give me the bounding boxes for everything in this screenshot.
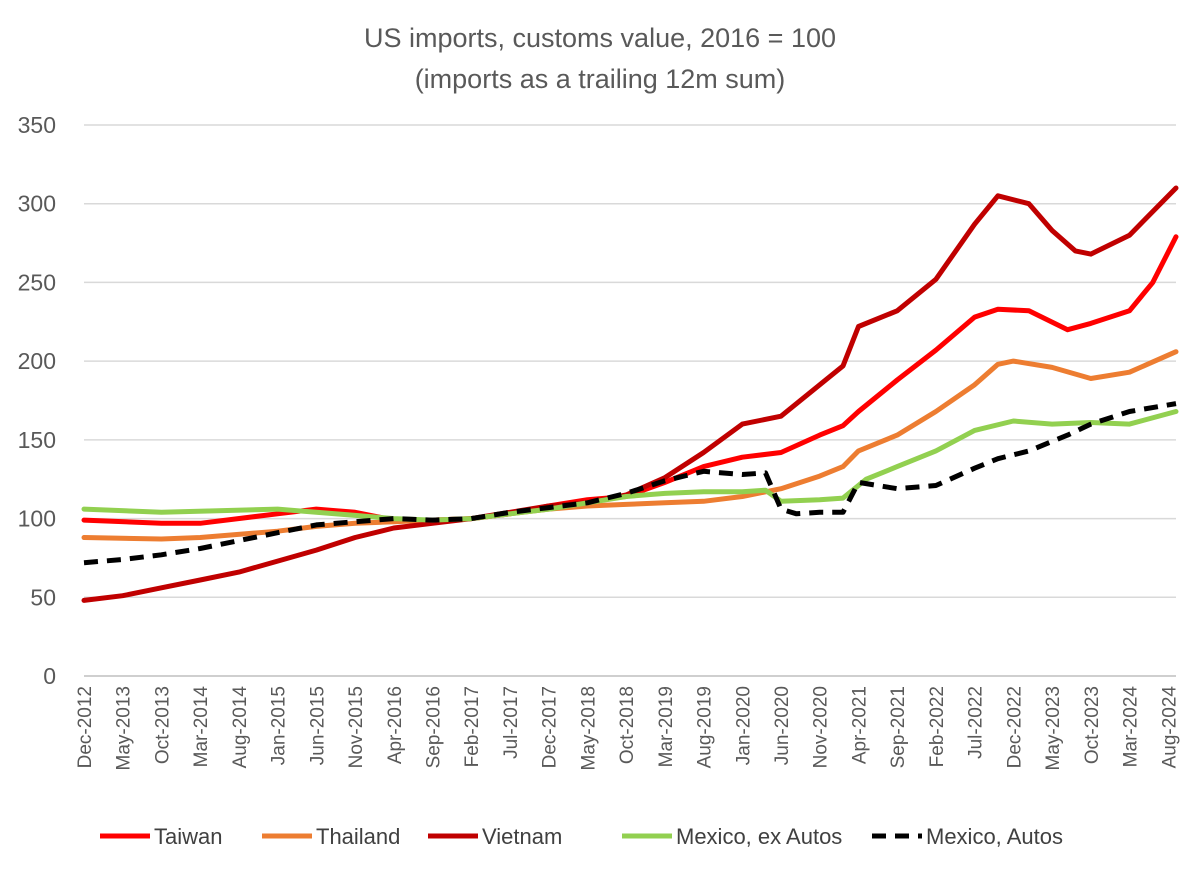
y-tick-label: 300 xyxy=(18,191,56,217)
gridlines xyxy=(84,124,1176,677)
y-tick-label: 250 xyxy=(18,269,56,295)
x-tick-label: Nov-2015 xyxy=(346,686,367,768)
series-lines xyxy=(81,185,1179,603)
x-tick-label: Jan-2020 xyxy=(733,686,754,765)
x-tick-label: Apr-2016 xyxy=(385,686,406,764)
x-tick-label: Mar-2024 xyxy=(1121,686,1142,768)
x-tick-label: Aug-2024 xyxy=(1159,686,1180,769)
x-tick-label: Jul-2022 xyxy=(966,686,987,759)
legend: Taiwan Thailand Vietnam Mexico, ex Autos Mex… xyxy=(100,824,1063,849)
legend-label-2: Thailand xyxy=(316,824,400,849)
x-tick-label: Jun-2015 xyxy=(307,686,328,765)
series-line-1 xyxy=(81,234,1179,526)
x-tick-label: Nov-2020 xyxy=(811,686,832,768)
series-line-3 xyxy=(81,185,1179,603)
x-tick-label: May-2018 xyxy=(578,686,599,771)
x-tick-label: Dec-2012 xyxy=(75,686,96,768)
x-tick-label: Jun-2020 xyxy=(772,686,793,765)
x-tick-label: Mar-2019 xyxy=(656,686,677,767)
series-line-4 xyxy=(81,409,1179,523)
legend-label-4: Mexico, ex Autos xyxy=(676,824,842,849)
x-tick-label: Jan-2015 xyxy=(269,686,290,765)
x-tick-label: Mar-2014 xyxy=(191,686,212,768)
x-tick-label: Aug-2019 xyxy=(695,686,716,768)
x-tick-label: Oct-2023 xyxy=(1082,686,1103,764)
x-tick-label: Aug-2014 xyxy=(230,686,251,769)
x-tick-label: Feb-2017 xyxy=(462,686,483,767)
x-tick-label: Jul-2017 xyxy=(501,686,522,759)
x-tick-label: Apr-2021 xyxy=(849,686,870,764)
legend-label-3: Vietnam xyxy=(482,824,562,849)
y-tick-label: 0 xyxy=(43,663,56,689)
chart-subtitle: (imports as a trailing 12m sum) xyxy=(415,64,786,94)
x-tick-label: Feb-2022 xyxy=(927,686,948,767)
legend-label-5: Mexico, Autos xyxy=(926,824,1063,849)
x-tick-label: Dec-2017 xyxy=(540,686,561,768)
y-tick-label: 100 xyxy=(18,506,56,532)
x-axis-tick-labels: Dec-2012 May-2013 Oct-2013 Mar-2014 Aug-2014… xyxy=(75,686,1180,771)
x-tick-label: Dec-2022 xyxy=(1004,686,1025,768)
x-tick-label: May-2013 xyxy=(114,686,135,771)
y-tick-label: 50 xyxy=(30,584,56,610)
y-axis-tick-labels: 0 50 100 150 200 250 300 350 xyxy=(18,112,56,689)
y-tick-label: 200 xyxy=(18,348,56,374)
x-tick-label: Oct-2013 xyxy=(152,686,173,764)
chart-title: US imports, customs value, 2016 = 100 xyxy=(364,23,836,53)
y-tick-label: 150 xyxy=(18,427,56,453)
x-tick-label: May-2023 xyxy=(1043,686,1064,771)
x-tick-label: Sep-2016 xyxy=(424,686,445,768)
series-line-5 xyxy=(83,401,1177,566)
y-tick-label: 350 xyxy=(18,112,56,138)
x-tick-label: Sep-2021 xyxy=(888,686,909,768)
x-tick-label: Oct-2018 xyxy=(617,686,638,764)
legend-label-1: Taiwan xyxy=(154,824,222,849)
title-group: US imports, customs value, 2016 = 100 (i… xyxy=(364,23,836,94)
